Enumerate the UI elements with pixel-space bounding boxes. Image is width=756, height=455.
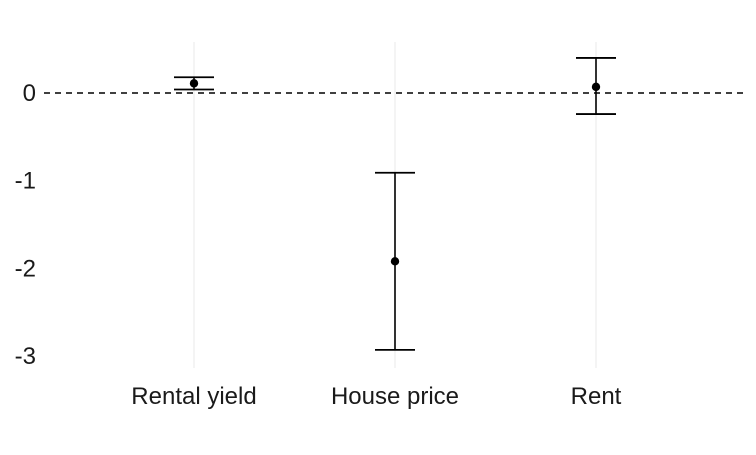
estimate-point-3 [591,82,601,92]
x-tick-label-2: House price [331,383,459,410]
x-tick-label-1: Rental yield [131,383,256,410]
labels-layer: Rental yield House price Rent 0 -1 -2 -3 [15,80,622,410]
y-tick-label-4: -3 [15,343,36,370]
estimate-point-2 [390,257,400,266]
y-tick-label-3: -2 [15,255,36,282]
x-tick-label-3: Rent [571,383,622,410]
y-tick-label-2: -1 [15,168,36,195]
points-layer [189,79,601,266]
estimate-point-1 [189,79,199,88]
y-tick-label-1: 0 [23,80,36,107]
